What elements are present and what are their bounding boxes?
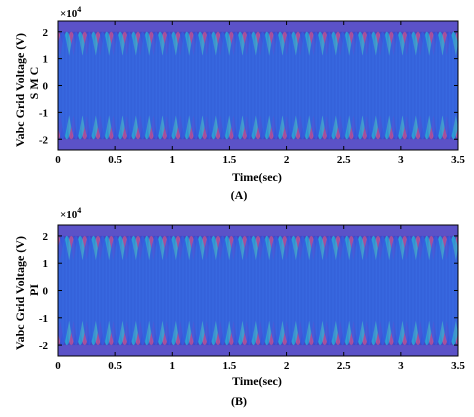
panel-caption-a: (A) xyxy=(231,188,248,202)
panel-a: Vabc Grid Voltage (V) S M C ×104 Time(se… xyxy=(13,5,465,202)
x-tick-label: 0.5 xyxy=(108,360,122,372)
x-tick-label: 0 xyxy=(55,154,61,166)
x-tick-label: 2.5 xyxy=(337,360,351,372)
x-axis-label-b: Time(sec) xyxy=(232,374,282,388)
x-tick-label: 2 xyxy=(284,154,290,166)
x-tick-label: 0.5 xyxy=(108,154,122,166)
x-tick-label: 0 xyxy=(55,360,61,372)
x-tick-label: 1.5 xyxy=(223,154,237,166)
x-tick-label: 3 xyxy=(398,154,404,166)
oscillation-lines xyxy=(58,31,458,140)
y-axis-label-b: Vabc Grid Voltage (V) xyxy=(13,236,27,350)
y-multiplier-a: ×104 xyxy=(60,5,81,20)
x-tick-label: 3.5 xyxy=(451,154,465,166)
plot-area xyxy=(58,225,458,356)
x-axis-label-a: Time(sec) xyxy=(232,170,282,184)
y-axis-sublabel-b: PI xyxy=(27,284,41,296)
x-tick-label: 3.5 xyxy=(451,360,465,372)
panel-caption-b: (B) xyxy=(231,394,247,408)
y-tick-label: -1 xyxy=(39,313,48,325)
x-tick-label: 2 xyxy=(284,360,290,372)
y-tick-label: 2 xyxy=(43,231,49,243)
y-multiplier-b: ×104 xyxy=(60,206,81,221)
y-tick-label: -2 xyxy=(39,340,49,352)
x-tick-label: 1 xyxy=(170,360,176,372)
y-tick-label: 0 xyxy=(43,81,49,93)
plot-area xyxy=(58,21,458,150)
x-tick-label: 3 xyxy=(398,360,404,372)
x-tick-label: 1 xyxy=(170,154,176,166)
y-tick-label: 2 xyxy=(43,27,49,39)
y-axis-label-a: Vabc Grid Voltage (V) xyxy=(13,33,27,147)
y-tick-label: 0 xyxy=(43,286,49,298)
x-tick-label: 2.5 xyxy=(337,154,351,166)
panel-b: Vabc Grid Voltage (V) PI ×104 Time(sec) … xyxy=(13,206,465,408)
y-tick-label: -1 xyxy=(39,107,48,119)
y-tick-label: 1 xyxy=(43,258,49,270)
y-axis-sublabel-a: S M C xyxy=(27,67,41,100)
oscillation-lines xyxy=(58,235,458,346)
x-tick-label: 1.5 xyxy=(223,360,237,372)
y-tick-label: -2 xyxy=(39,134,49,146)
y-tick-label: 1 xyxy=(43,54,49,66)
